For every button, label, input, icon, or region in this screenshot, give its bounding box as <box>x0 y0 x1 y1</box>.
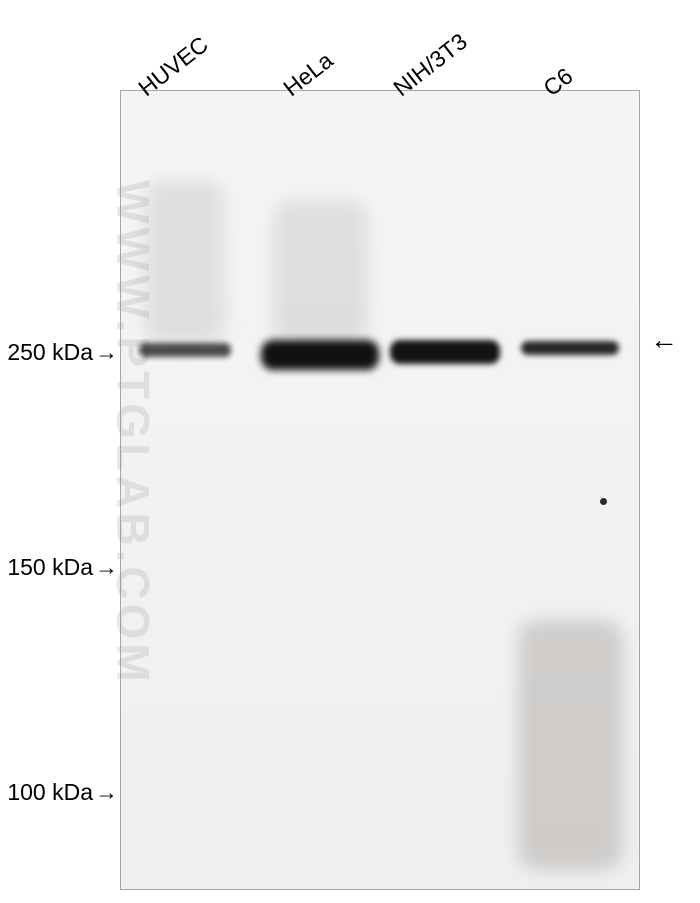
artifact-dot-0 <box>600 498 607 505</box>
mw-marker-text: 100 kDa <box>7 779 93 805</box>
western-blot-figure: WWW.PTGLAB.COM HUVECHeLaNIH/3T3C6 250 kD… <box>0 0 700 903</box>
smear-1 <box>273 200 368 345</box>
arrow-right-icon: → <box>95 554 118 581</box>
band-lane-1 <box>261 340 379 370</box>
target-band-arrow-icon: ← <box>650 324 678 356</box>
mw-marker-text: 250 kDa <box>7 339 93 365</box>
arrow-right-icon: → <box>95 779 118 806</box>
mw-marker-text: 150 kDa <box>7 554 93 580</box>
smear-2 <box>518 620 623 870</box>
mw-marker-1: 150 kDa→ <box>7 554 118 581</box>
mw-marker-2: 100 kDa→ <box>7 779 118 806</box>
smear-0 <box>145 180 225 345</box>
band-lane-3 <box>521 341 619 355</box>
band-lane-2 <box>390 340 500 364</box>
mw-marker-0: 250 kDa→ <box>7 339 118 366</box>
band-lane-0 <box>139 343 231 357</box>
arrow-right-icon: → <box>95 339 118 366</box>
